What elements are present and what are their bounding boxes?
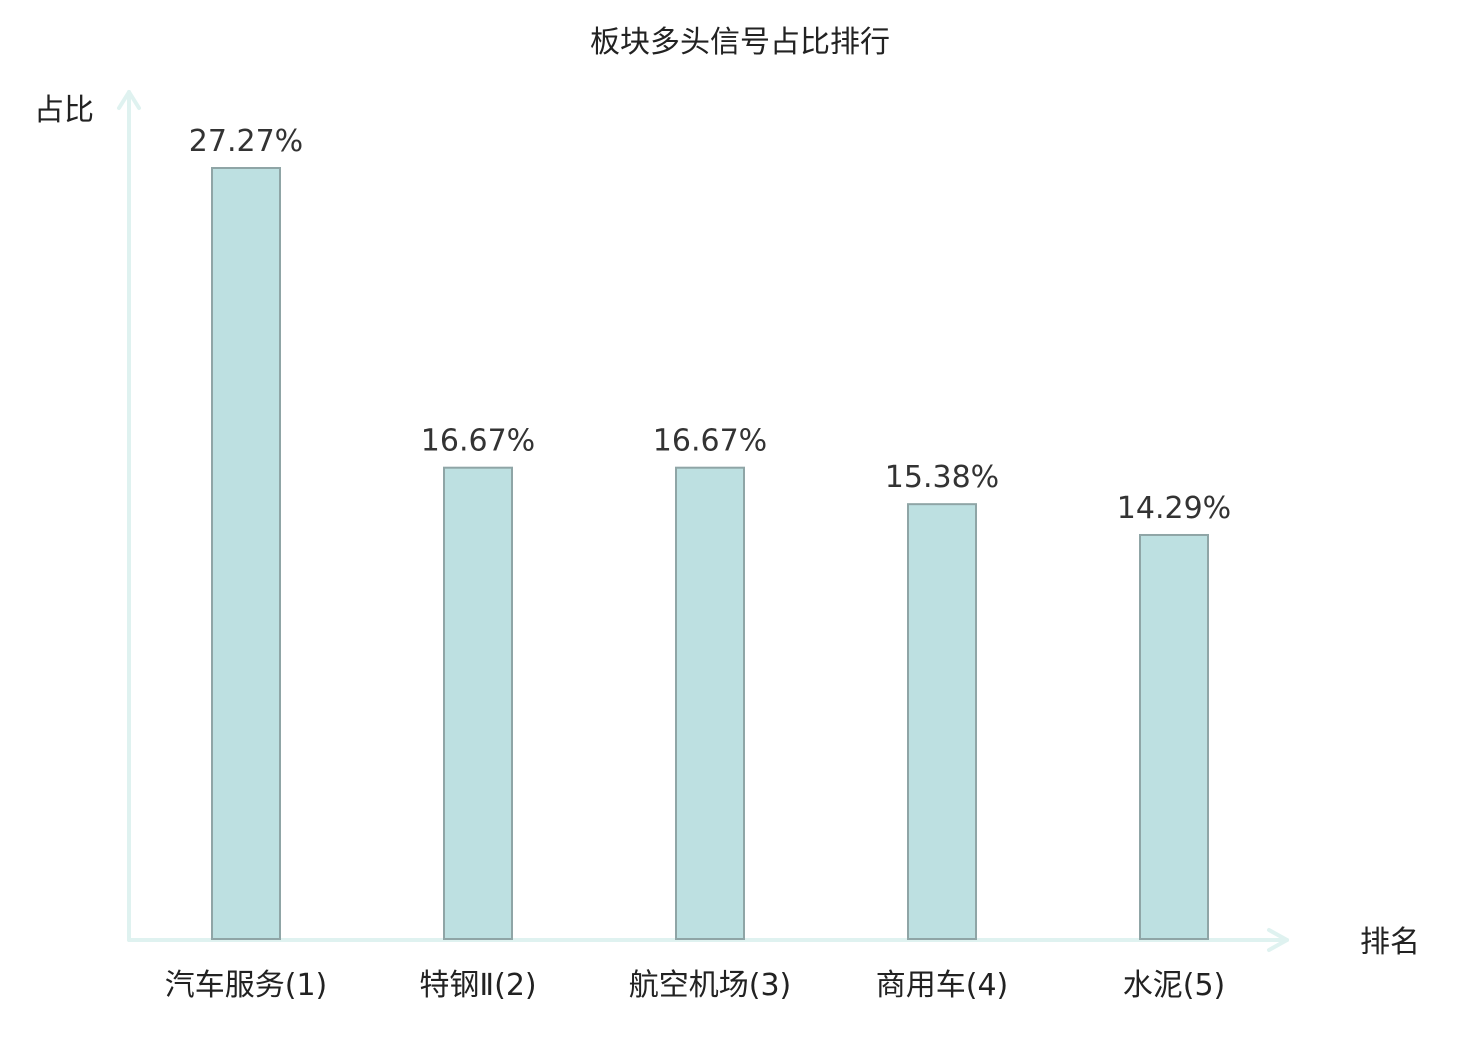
bar-value-label: 16.67% bbox=[421, 424, 535, 459]
value-labels: 27.27% 16.67% 16.67% 15.38% 14.29% bbox=[189, 124, 1231, 526]
bar bbox=[1139, 533, 1209, 941]
category-label: 汽车服务(1) bbox=[165, 968, 328, 1003]
bar bbox=[907, 503, 977, 940]
bar bbox=[443, 466, 513, 940]
category-rank: (1) bbox=[285, 968, 328, 1003]
category-labels: 汽车服务(1) 特钢Ⅱ(2) 航空机场(3) 商用车(4) 水泥(5) bbox=[165, 968, 1226, 1003]
category-rank: (3) bbox=[749, 968, 792, 1003]
category-name: 水泥 bbox=[1123, 968, 1183, 1003]
category-label: 特钢Ⅱ(2) bbox=[419, 968, 536, 1003]
bar-value-label: 16.67% bbox=[653, 424, 767, 459]
category-rank: (4) bbox=[966, 968, 1009, 1003]
bar bbox=[675, 466, 745, 940]
category-label: 航空机场(3) bbox=[629, 968, 792, 1003]
category-label: 商用车(4) bbox=[876, 968, 1009, 1003]
category-name: 航空机场 bbox=[629, 968, 749, 1003]
chart-title: 板块多头信号占比排行 bbox=[590, 25, 890, 60]
bar-value-label: 27.27% bbox=[189, 124, 303, 159]
category-name: 商用车 bbox=[876, 968, 966, 1003]
x-axis-label: 排名 bbox=[1360, 925, 1420, 960]
category-rank: (5) bbox=[1183, 968, 1226, 1003]
axes bbox=[117, 90, 1289, 952]
y-axis-arrow bbox=[117, 90, 141, 110]
bar bbox=[211, 167, 281, 940]
x-axis-arrow bbox=[1267, 928, 1289, 952]
bar-value-label: 15.38% bbox=[885, 460, 999, 495]
category-name: 汽车服务 bbox=[165, 968, 285, 1003]
bars bbox=[211, 167, 1209, 941]
y-axis-label: 占比 bbox=[34, 93, 94, 128]
category-name: 特钢Ⅱ bbox=[419, 968, 494, 1003]
category-rank: (2) bbox=[494, 968, 537, 1003]
bar-value-label: 14.29% bbox=[1117, 491, 1231, 526]
category-label: 水泥(5) bbox=[1123, 968, 1226, 1003]
